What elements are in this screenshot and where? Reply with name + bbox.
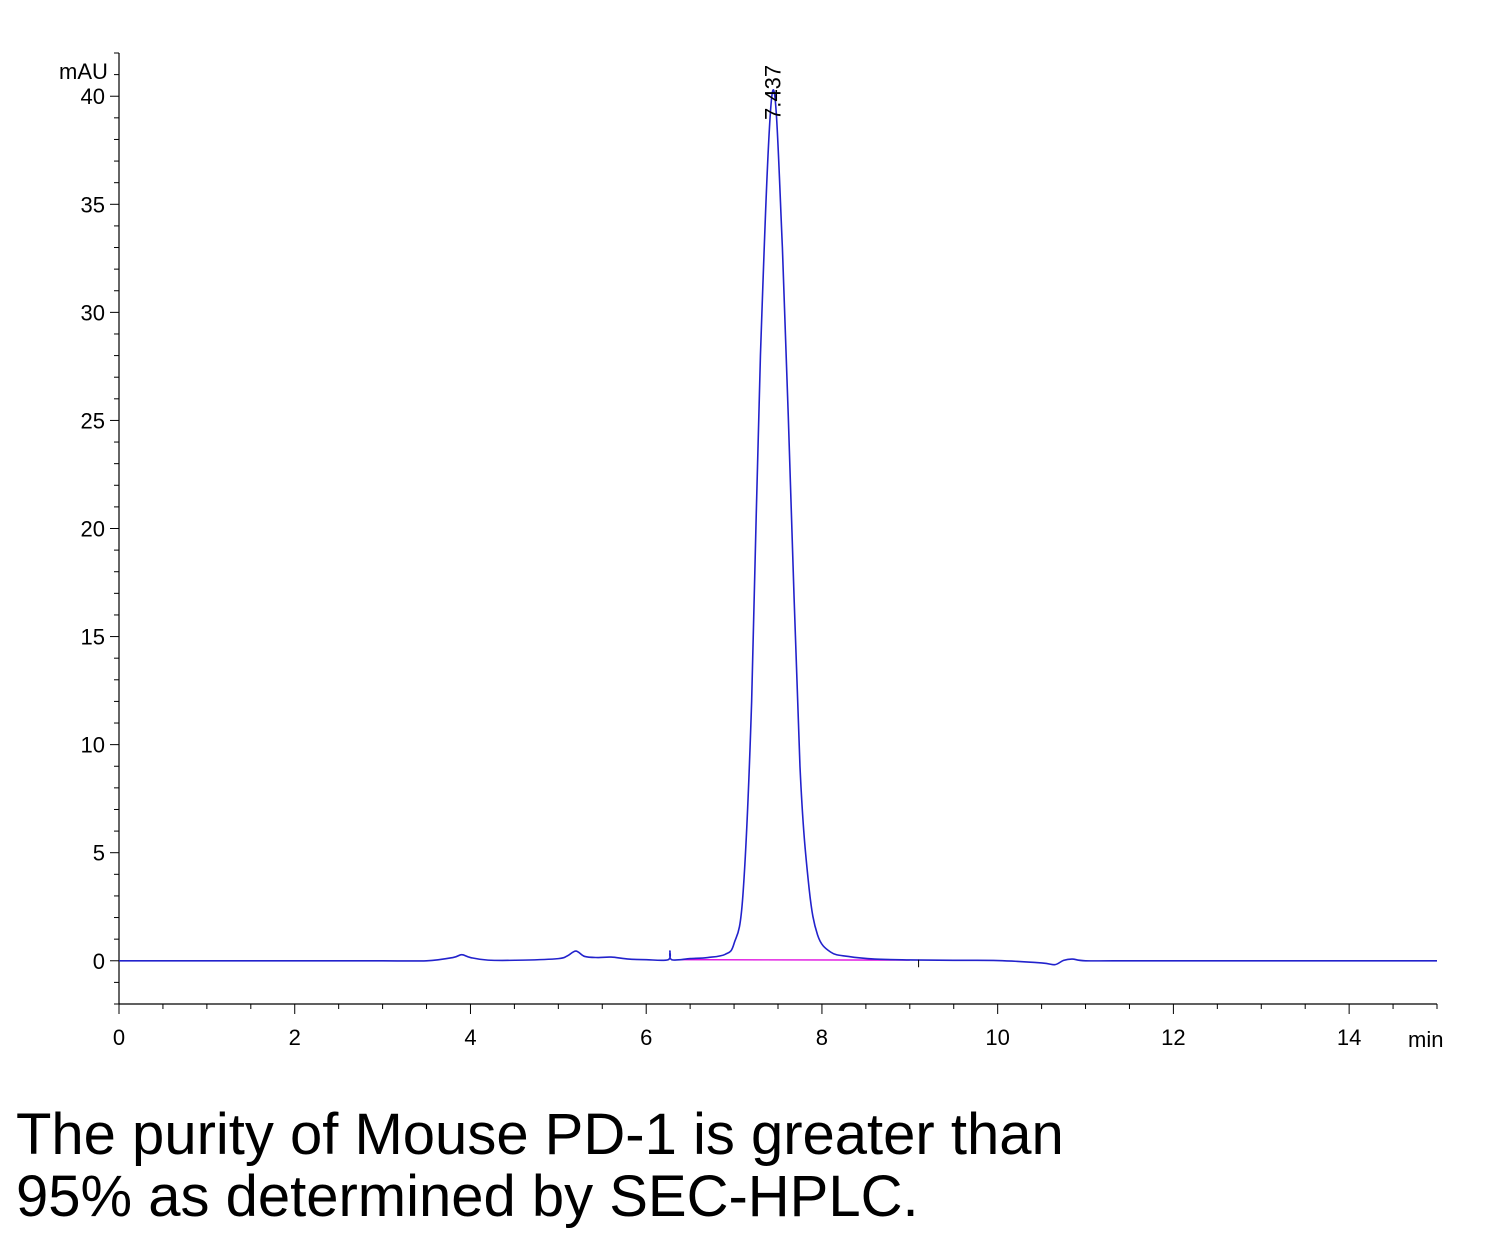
x-tick-label: 0 xyxy=(113,1025,125,1050)
y-tick-label: 40 xyxy=(81,84,105,109)
y-tick-label: 5 xyxy=(93,841,105,866)
x-tick-label: 4 xyxy=(464,1025,476,1050)
plot-series xyxy=(119,89,1437,968)
chromatogram-trace xyxy=(119,89,1437,966)
y-tick-label: 25 xyxy=(81,408,105,433)
figure-caption: The purity of Mouse PD-1 is greater than… xyxy=(16,1104,1476,1228)
x-tick-label: 14 xyxy=(1337,1025,1361,1050)
x-tick-label: 8 xyxy=(816,1025,828,1050)
caption-line-2: 95% as determined by SEC-HPLC. xyxy=(16,1164,919,1229)
y-tick-label: 30 xyxy=(81,300,105,325)
x-tick-label: 12 xyxy=(1161,1025,1185,1050)
chromatogram-chart: 0 5 10 15 20 25 30 35 40 0 2 4 6 8 10 12 14 mAU min 7.4… xyxy=(59,52,1443,1052)
y-tick-label: 0 xyxy=(93,949,105,974)
peak-label: 7.437 xyxy=(760,65,785,120)
x-tick-label: 10 xyxy=(985,1025,1009,1050)
y-axis: 0 5 10 15 20 25 30 35 40 xyxy=(81,52,120,1005)
y-tick-label: 10 xyxy=(81,733,105,758)
y-tick-label: 20 xyxy=(81,517,105,542)
x-tick-label: 2 xyxy=(289,1025,301,1050)
y-tick-label: 35 xyxy=(81,192,105,217)
x-axis: 0 2 4 6 8 10 12 14 xyxy=(113,1003,1438,1050)
x-tick-label: 6 xyxy=(640,1025,652,1050)
x-axis-label: min xyxy=(1408,1027,1443,1052)
caption-line-1: The purity of Mouse PD-1 is greater than xyxy=(16,1102,1064,1167)
y-tick-label: 15 xyxy=(81,625,105,650)
y-axis-label: mAU xyxy=(59,59,108,84)
